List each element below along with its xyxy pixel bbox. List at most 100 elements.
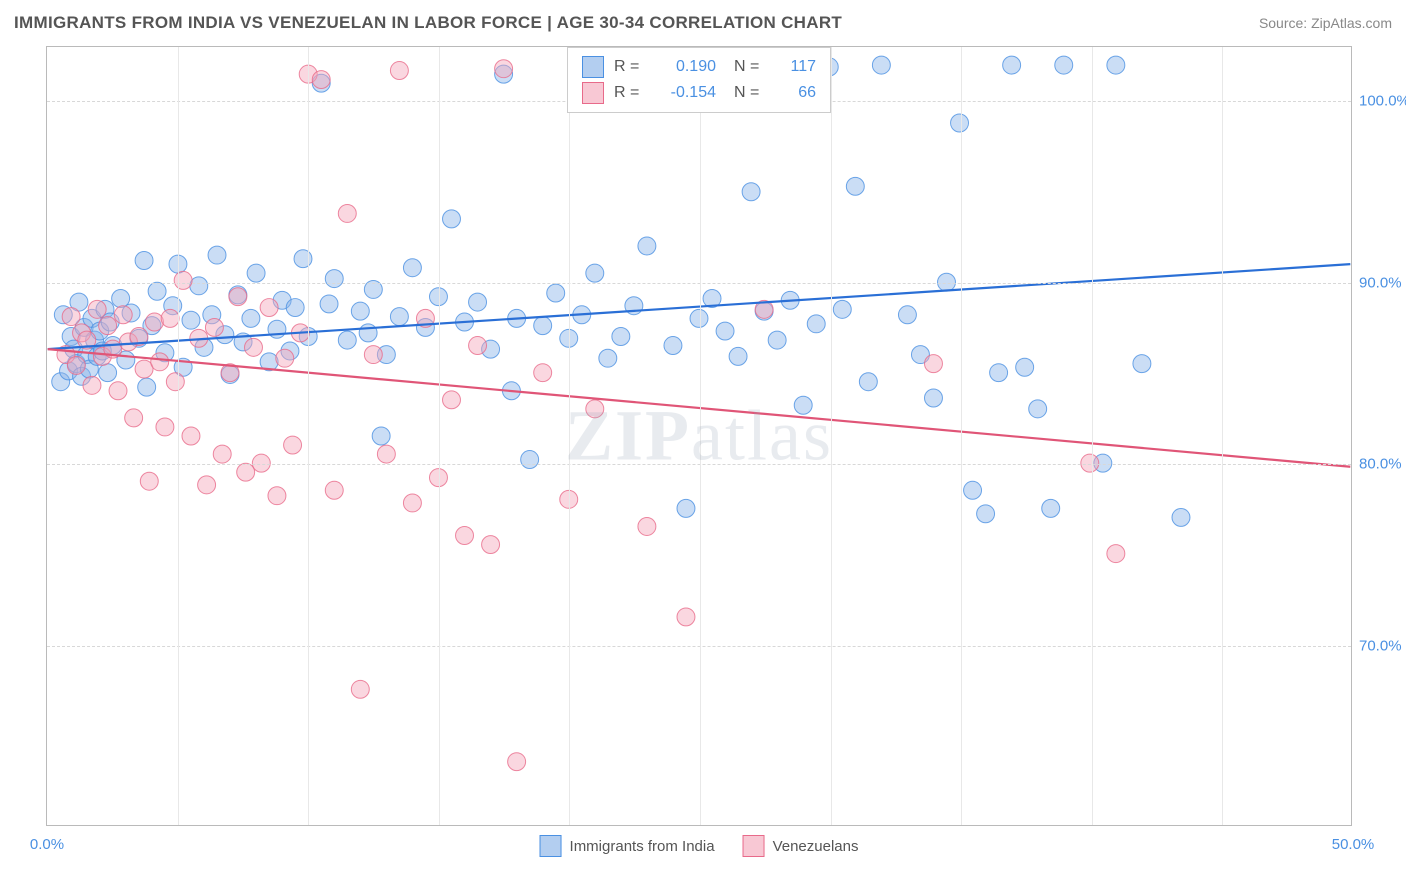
data-point-venezuelan [403,494,421,512]
gridline-h [47,464,1351,465]
data-point-india [925,389,943,407]
data-point-venezuelan [166,373,184,391]
data-point-venezuelan [925,355,943,373]
gridline-v [308,47,309,825]
y-tick-label: 90.0% [1359,274,1406,291]
data-point-india [872,56,890,74]
data-point-venezuelan [161,309,179,327]
legend-correlation: R = 0.190 N = 117 R = -0.154 N = 66 [567,47,831,113]
data-point-india [742,183,760,201]
data-point-india [1172,508,1190,526]
data-point-venezuelan [140,472,158,490]
data-point-venezuelan [1081,454,1099,472]
data-point-india [1016,358,1034,376]
gridline-v [831,47,832,825]
chart-title: IMMIGRANTS FROM INDIA VS VENEZUELAN IN L… [14,13,842,33]
data-point-venezuelan [377,445,395,463]
data-point-venezuelan [443,391,461,409]
data-point-venezuelan [252,454,270,472]
data-point-india [729,347,747,365]
data-point-india [242,309,260,327]
data-point-venezuelan [99,317,117,335]
data-point-india [403,259,421,277]
data-point-india [443,210,461,228]
data-point-india [208,246,226,264]
plot-area: ZIPatlas R = 0.190 N = 117 R = -0.154 N … [46,46,1352,826]
data-point-venezuelan [198,476,216,494]
data-point-venezuelan [213,445,231,463]
data-point-india [846,177,864,195]
data-point-venezuelan [456,527,474,545]
chart-source: Source: ZipAtlas.com [1259,15,1392,31]
data-point-india [372,427,390,445]
x-tick-label: 50.0% [1332,836,1375,853]
data-point-venezuelan [482,536,500,554]
data-point-india [286,299,304,317]
data-point-venezuelan [276,349,294,367]
data-point-venezuelan [88,300,106,318]
data-point-venezuelan [364,346,382,364]
y-tick-label: 80.0% [1359,456,1406,473]
data-point-venezuelan [586,400,604,418]
data-point-india [638,237,656,255]
data-point-india [135,252,153,270]
gridline-h [47,646,1351,647]
gridline-h [47,283,1351,284]
data-point-india [768,331,786,349]
data-point-india [1003,56,1021,74]
n-value-india: 117 [776,58,816,76]
data-point-india [599,349,617,367]
trend-line-india [48,264,1351,349]
data-point-india [1055,56,1073,74]
y-tick-label: 100.0% [1359,93,1406,110]
data-point-india [898,306,916,324]
legend-row-india: R = 0.190 N = 117 [582,54,816,80]
data-point-venezuelan [284,436,302,454]
data-point-venezuelan [62,308,80,326]
data-point-venezuelan [146,313,164,331]
data-point-india [320,295,338,313]
data-point-venezuelan [268,487,286,505]
data-point-india [294,250,312,268]
gridline-v [961,47,962,825]
data-point-venezuelan [677,608,695,626]
data-point-india [247,264,265,282]
data-point-india [1042,499,1060,517]
data-point-india [99,364,117,382]
data-point-venezuelan [534,364,552,382]
r-value-india: 0.190 [656,58,716,76]
data-point-venezuelan [390,62,408,80]
data-point-india [807,315,825,333]
r-label: R = [614,58,646,76]
y-tick-label: 70.0% [1359,637,1406,654]
data-point-india [338,331,356,349]
data-point-india [138,378,156,396]
data-point-india [469,293,487,311]
r-label: R = [614,84,646,102]
n-value-venezuelan: 66 [776,84,816,102]
data-point-india [977,505,995,523]
data-point-venezuelan [237,463,255,481]
legend-item-india: Immigrants from India [540,835,715,857]
data-point-venezuelan [205,318,223,336]
data-point-india [1029,400,1047,418]
legend-item-venezuelan: Venezuelans [743,835,859,857]
data-point-india [951,114,969,132]
data-point-india [534,317,552,335]
data-point-india [547,284,565,302]
data-point-venezuelan [182,427,200,445]
chart-svg [47,47,1351,825]
chart-header: IMMIGRANTS FROM INDIA VS VENEZUELAN IN L… [0,0,1406,46]
data-point-venezuelan [260,299,278,317]
gridline-v [569,47,570,825]
legend-row-venezuelan: R = -0.154 N = 66 [582,80,816,106]
data-point-venezuelan [125,409,143,427]
gridline-v [700,47,701,825]
data-point-india [325,270,343,288]
legend-swatch-venezuelan [582,82,604,104]
data-point-venezuelan [351,680,369,698]
data-point-india [794,396,812,414]
data-point-venezuelan [109,382,127,400]
data-point-india [612,328,630,346]
data-point-india [833,300,851,318]
